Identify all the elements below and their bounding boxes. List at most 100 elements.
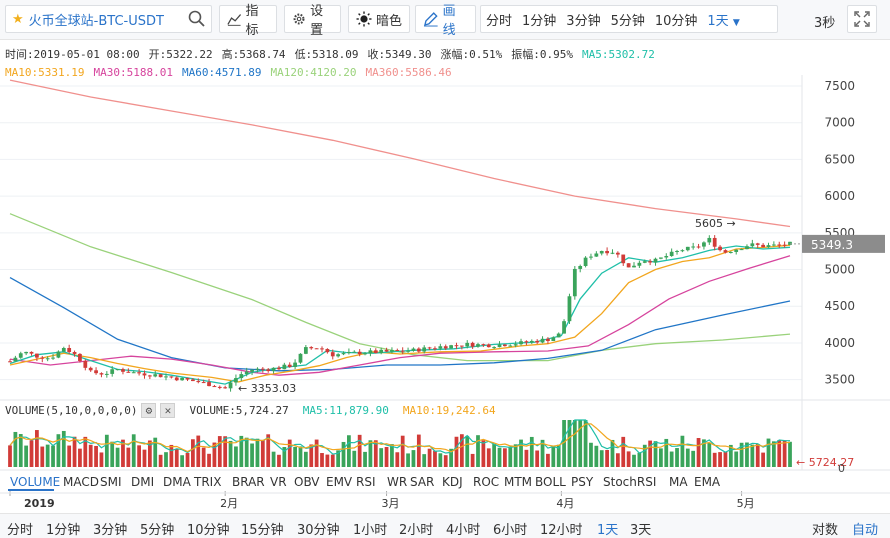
candle-body: [18, 353, 23, 358]
volume-bar: [632, 454, 636, 467]
volume-bar: [599, 450, 604, 467]
symbol-selector[interactable]: ★ 火币全球站-BTC-USDT: [5, 5, 212, 33]
bottom-interval-5[interactable]: 15分钟: [241, 523, 284, 538]
indicator-tab-psy[interactable]: PSY: [571, 475, 594, 489]
volume-bar: [88, 444, 93, 467]
info-amplitude: 振幅:0.95%: [511, 48, 574, 61]
interval-dropdown[interactable]: 1天 ▼: [702, 10, 744, 29]
volume-ma5-line: [9, 419, 791, 455]
candle-body: [449, 345, 453, 349]
indicator-tab-mtm[interactable]: MTM: [504, 475, 533, 489]
settings-button[interactable]: 设置: [284, 4, 341, 38]
star-icon[interactable]: ★: [12, 11, 24, 27]
indicator-tab-smi[interactable]: SMI: [100, 475, 122, 489]
candle-body: [212, 386, 217, 388]
volume-bar: [191, 439, 195, 467]
candle-body: [347, 351, 351, 354]
x-tick-label: 3月: [382, 497, 400, 510]
price-tick-label: 3500: [824, 373, 855, 387]
candle-body: [61, 348, 66, 352]
indicator-tab-volume[interactable]: VOLUME: [10, 475, 61, 489]
refresh-rate[interactable]: 3秒: [814, 16, 836, 31]
volume-bar: [459, 434, 464, 467]
bottom-interval-4[interactable]: 10分钟: [187, 523, 230, 538]
volume-bar: [476, 435, 480, 467]
bottom-interval-11[interactable]: 12小时: [540, 523, 583, 538]
indicator-tab-rsi[interactable]: RSI: [356, 475, 376, 489]
indicator-tab-dmi[interactable]: DMI: [131, 475, 155, 489]
volume-bar: [260, 439, 265, 467]
interval-1min[interactable]: 1分钟: [522, 13, 557, 29]
volume-bar: [551, 445, 556, 467]
bottom-interval-6[interactable]: 30分钟: [297, 523, 340, 538]
fullscreen-button[interactable]: [847, 5, 877, 33]
volume-bar: [427, 448, 432, 467]
candle-body: [137, 372, 141, 374]
volume-close-icon[interactable]: ✕: [160, 403, 176, 418]
volume-bar: [320, 453, 324, 467]
price-tick-label: 7500: [824, 79, 855, 93]
candle-body: [314, 348, 319, 350]
indicators-button[interactable]: 指标: [219, 4, 277, 38]
bottom-interval-9[interactable]: 4小时: [446, 523, 481, 538]
candle-body: [637, 262, 642, 266]
candle-body: [99, 373, 104, 375]
candle-body: [712, 237, 717, 247]
volume-bar: [83, 436, 88, 467]
volume-bar: [675, 448, 679, 467]
price-tick-label: 5000: [824, 263, 855, 277]
candle-body: [443, 346, 448, 349]
ma360-line: [9, 79, 791, 228]
indicator-tab-dma[interactable]: DMA: [163, 475, 191, 489]
interval-5min[interactable]: 5分钟: [610, 13, 645, 29]
indicator-tab-wr[interactable]: WR: [387, 475, 408, 489]
dark-mode-button[interactable]: 暗色: [348, 5, 410, 33]
candle-body: [519, 341, 523, 345]
volume-settings-icon[interactable]: ⚙: [141, 403, 157, 418]
indicator-tab-kdj[interactable]: KDJ: [442, 475, 463, 489]
indicator-tab-vr[interactable]: VR: [270, 475, 287, 489]
indicator-tab-trix[interactable]: TRIX: [194, 475, 222, 489]
interval-fenshi[interactable]: 分时: [486, 13, 513, 29]
candle-body: [88, 367, 93, 371]
indicator-tab-roc[interactable]: ROC: [473, 475, 500, 489]
candle-body: [126, 371, 131, 373]
candle-body: [476, 344, 480, 347]
indicator-tab-ema[interactable]: EMA: [694, 475, 721, 489]
indicator-tab-boll[interactable]: BOLL: [535, 475, 566, 489]
candle-body: [610, 252, 615, 254]
interval-10min[interactable]: 10分钟: [654, 13, 698, 29]
candle-body: [153, 374, 158, 377]
bottom-interval-7[interactable]: 1小时: [353, 523, 388, 538]
candle-body: [191, 379, 195, 382]
indicator-tab-ma[interactable]: MA: [669, 475, 688, 489]
volume-bar: [147, 440, 152, 467]
candle-body: [395, 350, 400, 352]
bottom-interval-12[interactable]: 1天: [597, 523, 619, 538]
bottom-interval-3[interactable]: 5分钟: [140, 523, 175, 538]
search-icon[interactable]: [187, 9, 207, 29]
candle-body: [373, 350, 378, 354]
indicator-tab-brar[interactable]: BRAR: [232, 475, 265, 489]
indicator-tab-sar[interactable]: SAR: [410, 475, 435, 489]
log-scale-button[interactable]: 对数: [812, 523, 839, 538]
bottom-interval-2[interactable]: 3分钟: [93, 523, 128, 538]
bottom-interval-8[interactable]: 2小时: [399, 523, 434, 538]
indicator-tab-macd[interactable]: MACD: [63, 475, 99, 489]
interval-3min[interactable]: 3分钟: [566, 13, 601, 29]
indicator-tab-emv[interactable]: EMV: [326, 475, 353, 489]
indicator-tab-obv[interactable]: OBV: [294, 475, 320, 489]
draw-line-label: 画线: [442, 4, 456, 38]
bottom-interval-0[interactable]: 分时: [7, 523, 34, 538]
auto-scale-button[interactable]: 自动: [852, 523, 879, 538]
bottom-interval-1[interactable]: 1分钟: [46, 523, 81, 538]
candle-body: [508, 345, 513, 347]
draw-line-button[interactable]: 画线: [415, 4, 476, 38]
indicator-tab-stochrsi[interactable]: StochRSI: [603, 475, 657, 489]
candle-body: [761, 244, 765, 248]
volume-bar: [142, 449, 147, 467]
bottom-interval-10[interactable]: 6小时: [493, 523, 528, 538]
bottom-interval-13[interactable]: 3天: [630, 523, 652, 538]
volume-bar: [153, 437, 158, 467]
